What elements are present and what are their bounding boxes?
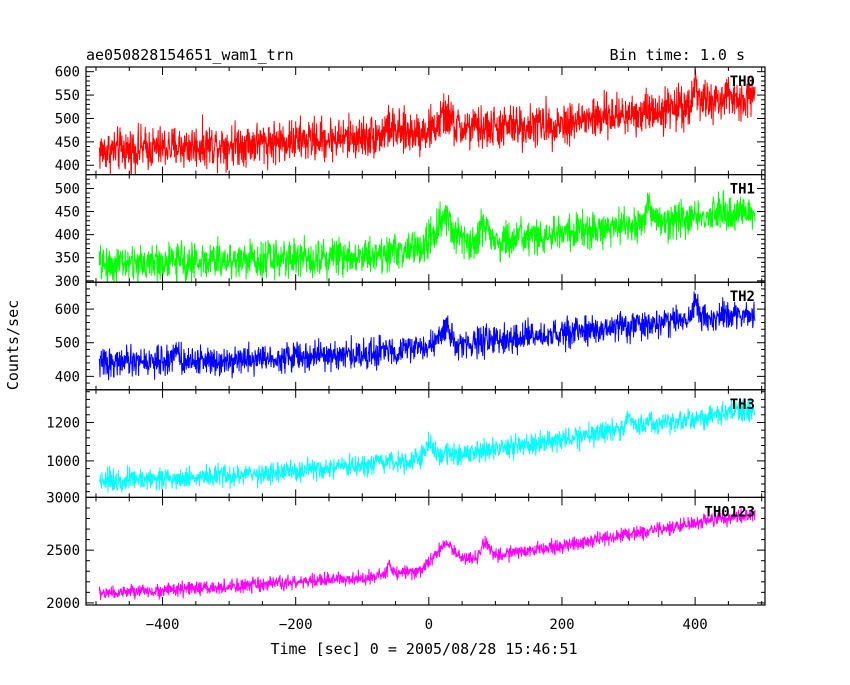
y-tick-label: 450 xyxy=(55,205,80,221)
series-line-th0 xyxy=(98,69,756,175)
series-line-th1 xyxy=(98,190,756,283)
y-tick-label: 350 xyxy=(55,251,80,267)
x-tick-label: 400 xyxy=(682,617,707,633)
panel-label-th2: TH2 xyxy=(730,289,755,305)
panel-label-th3: TH3 xyxy=(730,397,755,413)
x-axis-title: Time [sec] 0 = 2005/08/28 15:46:51 xyxy=(270,640,577,658)
x-tick-label: −200 xyxy=(279,617,313,633)
x-tick-label: −400 xyxy=(146,617,180,633)
y-tick-label: 2000 xyxy=(46,596,80,612)
y-tick-label: 2500 xyxy=(46,543,80,559)
series-line-th2 xyxy=(98,291,756,381)
y-tick-label: 450 xyxy=(55,135,80,151)
y-axis-title: Counts/sec xyxy=(4,300,22,390)
panel-label-th0123: TH0123 xyxy=(704,504,755,520)
y-tick-label: 1000 xyxy=(46,454,80,470)
y-tick-label: 400 xyxy=(55,228,80,244)
x-axis: −400 −200 0 200 400 xyxy=(146,617,708,633)
series-line-th3 xyxy=(98,399,756,493)
panel-th1: 300 350 400 450 500 TH1 xyxy=(55,174,766,290)
y-tick-label: 600 xyxy=(55,302,80,318)
panels-layer: 400 450 500 550 600 TH0 300 350 400 450 500 TH1 400 5… xyxy=(46,65,766,612)
x-tick-label: 200 xyxy=(549,617,574,633)
y-tick-label: 550 xyxy=(55,88,80,104)
panel-label-th0: TH0 xyxy=(730,74,755,90)
series-line-th0123 xyxy=(98,508,756,600)
y-tick-label: 500 xyxy=(55,181,80,197)
panel-th2: 400 500 600 TH2 xyxy=(55,281,766,391)
y-tick-label: 400 xyxy=(55,158,80,174)
bin-time-label: Bin time: 1.0 s xyxy=(610,46,745,64)
y-tick-label: 3000 xyxy=(46,490,80,506)
x-tick-label: 0 xyxy=(425,617,433,633)
y-tick-label: 500 xyxy=(55,336,80,352)
panel-label-th1: TH1 xyxy=(730,182,755,198)
chart-title: ae050828154651_wam1_trn xyxy=(86,46,294,64)
y-tick-label: 500 xyxy=(55,111,80,127)
panel-th0: 400 450 500 550 600 TH0 xyxy=(55,65,766,176)
panel-frame xyxy=(85,281,766,391)
panel-th3: 1000 1200 TH3 xyxy=(46,389,766,498)
y-tick-label: 1200 xyxy=(46,415,80,431)
y-tick-label: 300 xyxy=(55,274,80,290)
y-tick-label: 400 xyxy=(55,369,80,385)
panel-th0123: 2000 2500 3000 TH0123 xyxy=(46,490,766,612)
panel-frame xyxy=(85,496,766,606)
y-tick-label: 600 xyxy=(55,65,80,81)
